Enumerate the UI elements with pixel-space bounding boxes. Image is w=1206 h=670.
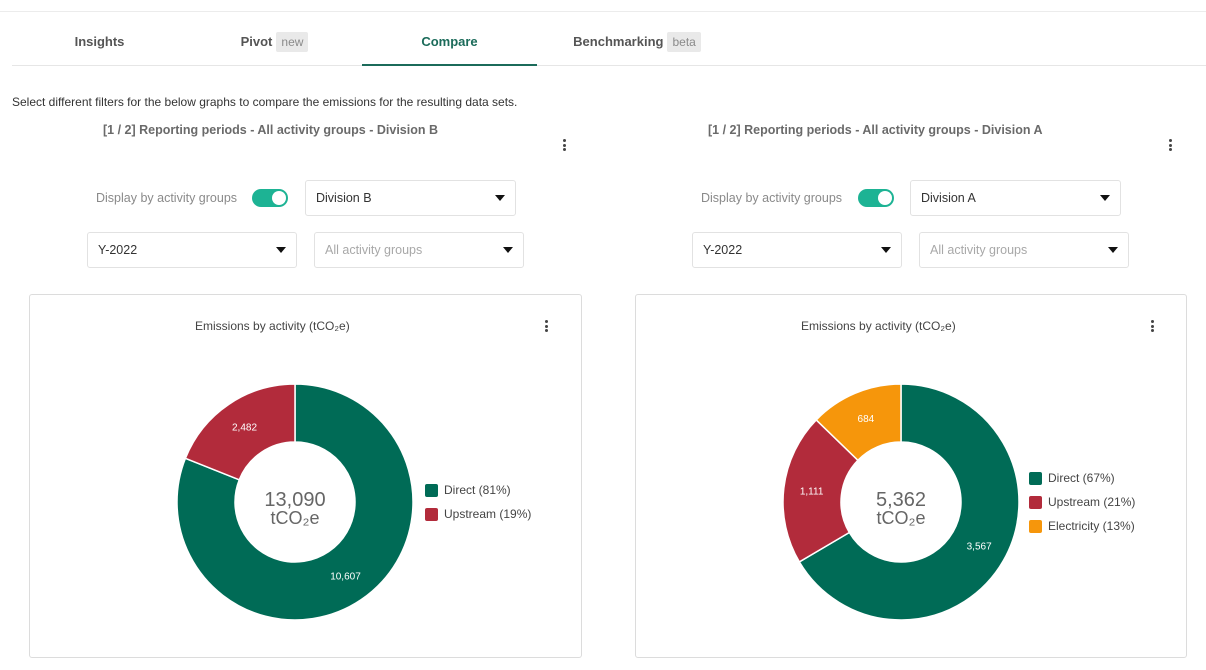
legend-label: Electricity (13%) bbox=[1048, 519, 1135, 533]
legend-label: Direct (81%) bbox=[444, 483, 511, 497]
caret-down-icon bbox=[1108, 247, 1118, 253]
donut-chart-right: 3,567 1,111 684 5,362 tCO₂e bbox=[782, 383, 1020, 621]
tab-compare[interactable]: Compare bbox=[362, 18, 537, 66]
donut-slice-direct[interactable] bbox=[798, 383, 1020, 621]
top-divider bbox=[0, 11, 1206, 12]
total-unit-right: tCO₂e bbox=[877, 508, 926, 528]
activity-group-select-left[interactable]: All activity groups bbox=[314, 232, 524, 268]
tab-insights[interactable]: Insights bbox=[12, 18, 187, 65]
tab-label: Pivot bbox=[240, 34, 273, 49]
legend-left: Direct (81%) Upstream (19%) bbox=[425, 478, 531, 526]
tab-pivot[interactable]: Pivot new bbox=[187, 18, 362, 65]
caret-down-icon bbox=[1100, 195, 1110, 201]
caret-down-icon bbox=[503, 247, 513, 253]
slice-value-label: 684 bbox=[858, 414, 875, 425]
tab-label: Compare bbox=[421, 33, 478, 49]
slice-value-label: 3,567 bbox=[967, 542, 992, 553]
legend-swatch bbox=[425, 483, 438, 497]
caret-down-icon bbox=[495, 195, 505, 201]
chart-card-right: Emissions by activity (tCO₂e) 3,567 1,111… bbox=[635, 294, 1187, 658]
donut-slice-electricity[interactable] bbox=[815, 383, 902, 462]
activity-group-select-right[interactable]: All activity groups bbox=[919, 232, 1129, 268]
intro-text: Select different filters for the below g… bbox=[12, 95, 518, 109]
legend-item-direct[interactable]: Direct (67%) bbox=[1029, 466, 1135, 490]
toggle-label-left: Display by activity groups bbox=[96, 191, 238, 205]
legend-label: Direct (67%) bbox=[1048, 471, 1115, 485]
chart-title-left: Emissions by activity (tCO₂e) bbox=[195, 319, 350, 333]
chart-card-left: Emissions by activity (tCO₂e) 10,607 2,48… bbox=[29, 294, 582, 658]
legend-right: Direct (67%) Upstream (21%) Electricity (1… bbox=[1029, 466, 1135, 538]
donut-slice-upstream[interactable] bbox=[184, 383, 296, 481]
total-unit-left: tCO₂e bbox=[271, 508, 320, 528]
caret-down-icon bbox=[276, 247, 286, 253]
chart-menu-left-icon[interactable] bbox=[541, 318, 551, 334]
activity-group-placeholder: All activity groups bbox=[930, 243, 1028, 257]
slice-value-label: 10,607 bbox=[330, 571, 361, 582]
tab-label: Insights bbox=[74, 34, 125, 49]
activity-group-placeholder: All activity groups bbox=[325, 243, 423, 257]
panel-menu-right-icon[interactable] bbox=[1165, 137, 1175, 153]
tab-label: Benchmarking bbox=[573, 34, 664, 49]
period-value: Y-2022 bbox=[703, 243, 743, 257]
panel-menu-left-icon[interactable] bbox=[559, 137, 569, 153]
legend-swatch bbox=[1029, 471, 1042, 485]
new-badge: new bbox=[276, 31, 309, 52]
period-select-left[interactable]: Y-2022 bbox=[87, 232, 297, 268]
legend-label: Upstream (19%) bbox=[444, 507, 532, 521]
legend-item-upstream[interactable]: Upstream (21%) bbox=[1029, 490, 1135, 514]
legend-swatch bbox=[425, 507, 438, 521]
legend-label: Upstream (21%) bbox=[1048, 495, 1136, 509]
donut-chart-left: 10,607 2,482 13,090 tCO₂e bbox=[176, 383, 414, 621]
activity-groups-toggle-right[interactable] bbox=[858, 189, 894, 207]
legend-item-upstream[interactable]: Upstream (19%) bbox=[425, 502, 531, 526]
legend-swatch bbox=[1029, 519, 1042, 533]
division-value: Division B bbox=[316, 191, 372, 205]
legend-swatch bbox=[1029, 495, 1042, 509]
donut-slice-direct[interactable] bbox=[176, 383, 414, 621]
total-value-left: 13,090 bbox=[264, 489, 325, 511]
division-value: Division A bbox=[921, 191, 976, 205]
period-value: Y-2022 bbox=[98, 243, 138, 257]
division-select-left[interactable]: Division B bbox=[305, 180, 516, 216]
legend-item-direct[interactable]: Direct (81%) bbox=[425, 478, 531, 502]
legend-item-electricity[interactable]: Electricity (13%) bbox=[1029, 514, 1135, 538]
caret-down-icon bbox=[881, 247, 891, 253]
tab-bar: Insights Pivot new Compare Benchmarking … bbox=[12, 18, 1206, 66]
slice-value-label: 2,482 bbox=[232, 423, 257, 434]
chart-title-right: Emissions by activity (tCO₂e) bbox=[801, 319, 956, 333]
panel-title-left: [1 / 2] Reporting periods - All activity… bbox=[103, 123, 438, 137]
slice-value-label: 1,111 bbox=[800, 486, 824, 497]
period-select-right[interactable]: Y-2022 bbox=[692, 232, 902, 268]
tab-benchmarking[interactable]: Benchmarking beta bbox=[537, 18, 737, 65]
activity-groups-toggle-left[interactable] bbox=[252, 189, 288, 207]
toggle-label-right: Display by activity groups bbox=[701, 191, 843, 205]
chart-menu-right-icon[interactable] bbox=[1147, 318, 1157, 334]
panel-title-right: [1 / 2] Reporting periods - All activity… bbox=[708, 123, 1043, 137]
total-value-right: 5,362 bbox=[876, 489, 926, 511]
division-select-right[interactable]: Division A bbox=[910, 180, 1121, 216]
beta-badge: beta bbox=[667, 31, 701, 52]
